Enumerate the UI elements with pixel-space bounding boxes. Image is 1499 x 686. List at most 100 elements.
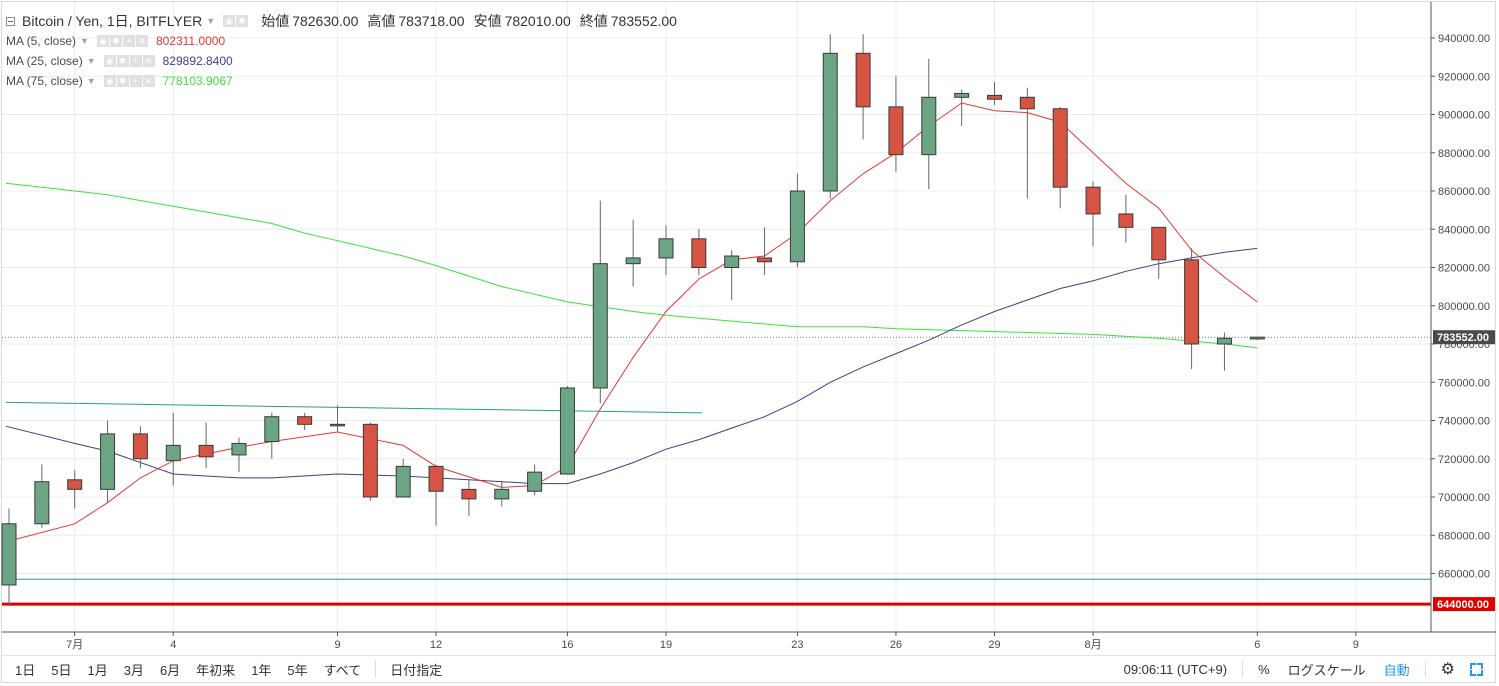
range-5y[interactable]: 5年 [287, 662, 308, 678]
x-tick-label: 29 [988, 639, 1000, 651]
range-1y[interactable]: 1年 [251, 662, 272, 678]
chevron-down-icon[interactable]: ▼ [80, 36, 89, 46]
candle-body-up [1216, 337, 1232, 345]
candle [921, 59, 937, 190]
ma-toolbar: ◉ ✱ + ✕ [103, 75, 155, 87]
candle [165, 412, 181, 486]
horizontal-lines [2, 336, 1431, 606]
chart-legend: Bitcoin / Yen, 1日, BITFLYER ▼ ◉ ✱ 始値 782… [6, 11, 681, 91]
ma-label[interactable]: MA (25, close) [6, 54, 83, 68]
eye-icon[interactable]: ◉ [103, 55, 116, 67]
candle-body-up [527, 471, 543, 492]
close-icon[interactable]: ✕ [135, 35, 148, 47]
symbol-title[interactable]: Bitcoin / Yen, 1日, BITFLYER [22, 13, 203, 29]
date-range-button[interactable]: 日付指定 [390, 662, 443, 678]
high-value: 783718.00 [398, 13, 465, 29]
candle [1118, 194, 1134, 243]
add-icon[interactable]: + [129, 75, 142, 87]
fullscreen-icon[interactable] [1470, 662, 1483, 676]
gear-icon[interactable]: ⚙ [1440, 661, 1455, 678]
chevron-down-icon[interactable]: ▼ [86, 56, 96, 66]
candle [100, 420, 116, 503]
x-tick-label: 7月 [66, 639, 83, 651]
candle-body-up [724, 255, 740, 268]
range-6m[interactable]: 6月 [159, 662, 181, 678]
candle-body-up [395, 465, 411, 498]
chevron-down-icon[interactable]: ▼ [206, 16, 216, 26]
range-5d[interactable]: 5日 [51, 662, 72, 678]
candle-body-down [1151, 226, 1167, 261]
current-price-badge: 783552.00 [1433, 330, 1495, 345]
candle [1151, 226, 1167, 279]
trend-line [5, 401, 703, 414]
log-scale-button[interactable]: ログスケール [1287, 662, 1366, 678]
range-all[interactable]: すべて [323, 662, 362, 678]
candle-body-up [494, 488, 510, 500]
ma-label[interactable]: MA (75, close) [6, 74, 83, 88]
collapse-icon[interactable] [6, 16, 15, 26]
ma25-line [5, 247, 1258, 485]
high-label: 高値 [367, 13, 396, 29]
close-icon[interactable]: ✕ [142, 75, 155, 87]
chevron-down-icon[interactable]: ▼ [86, 76, 96, 86]
candle-body-down [987, 94, 1002, 100]
bottom-toolbar: 1日 5日 1月 3月 6月 年初来 1年 5年 すべて 日付指定 09:06:… [2, 655, 1495, 682]
candle-body-up [592, 263, 608, 389]
gridlines [2, 2, 1431, 632]
candle-body-up [625, 257, 641, 265]
candle [67, 470, 83, 509]
y-tick-label: 840000.00 [1438, 224, 1490, 236]
y-tick-label: 900000.00 [1438, 110, 1490, 122]
candle-body-down [362, 423, 378, 498]
legend-toolbar: ◉ ✱ [223, 15, 249, 27]
add-icon[interactable]: + [122, 35, 135, 47]
ma75-line [5, 182, 1258, 349]
candle [987, 81, 1002, 105]
candle [1, 508, 17, 607]
candle [888, 76, 904, 172]
percent-scale-button[interactable]: % [1258, 661, 1270, 677]
ma-legend-row: MA (5, close) ▼ ◉ ✱ + ✕ 802311.0000 [6, 31, 681, 51]
clock-display[interactable]: 09:06:11 (UTC+9) [1123, 661, 1228, 677]
range-1d[interactable]: 1日 [15, 662, 36, 678]
gear-icon[interactable]: ✱ [116, 75, 129, 87]
gear-icon[interactable]: ✱ [236, 15, 249, 27]
x-tick-label: 8月 [1084, 639, 1101, 651]
y-tick-label: 920000.00 [1438, 71, 1490, 83]
ma5-line [8, 102, 1258, 542]
candle-body-down [1052, 108, 1068, 188]
candle [132, 426, 148, 469]
candle-body-down [67, 479, 83, 490]
y-tick-label: 820000.00 [1438, 263, 1490, 275]
candle-body-down [1085, 186, 1101, 215]
x-tick-label: 9 [334, 639, 340, 651]
ma-legend-row: MA (25, close) ▼ ◉ ✱ + ✕ 829892.8400 [6, 51, 681, 71]
auto-scale-button[interactable]: 自動 [1383, 662, 1410, 678]
x-tick-label: 9 [1353, 639, 1359, 651]
range-3m[interactable]: 3月 [123, 662, 144, 678]
range-1m[interactable]: 1月 [87, 662, 108, 678]
y-tick-label: 680000.00 [1438, 530, 1490, 542]
support-price-badge: 644000.00 [1433, 597, 1495, 612]
x-tick-label: 4 [170, 639, 176, 651]
support-price-badge-bg [1433, 597, 1495, 612]
ma-label[interactable]: MA (5, close) [6, 34, 77, 48]
candle-body-down [855, 52, 871, 108]
range-ytd[interactable]: 年初来 [196, 662, 236, 678]
gear-icon[interactable]: ✱ [109, 35, 122, 47]
add-icon[interactable]: + [129, 55, 142, 67]
candle [198, 422, 214, 469]
candle [559, 386, 575, 475]
gear-icon[interactable]: ✱ [116, 55, 129, 67]
eye-icon[interactable]: ◉ [103, 75, 116, 87]
y-tick-label: 700000.00 [1438, 492, 1490, 504]
x-tick-label: 19 [660, 639, 672, 651]
candle-body-down [1184, 259, 1200, 345]
close-icon[interactable]: ✕ [142, 55, 155, 67]
eye-icon[interactable]: ◉ [96, 35, 109, 47]
eye-icon[interactable]: ◉ [223, 15, 236, 27]
candle-body-up [658, 238, 674, 259]
candle-body-up [789, 190, 805, 263]
